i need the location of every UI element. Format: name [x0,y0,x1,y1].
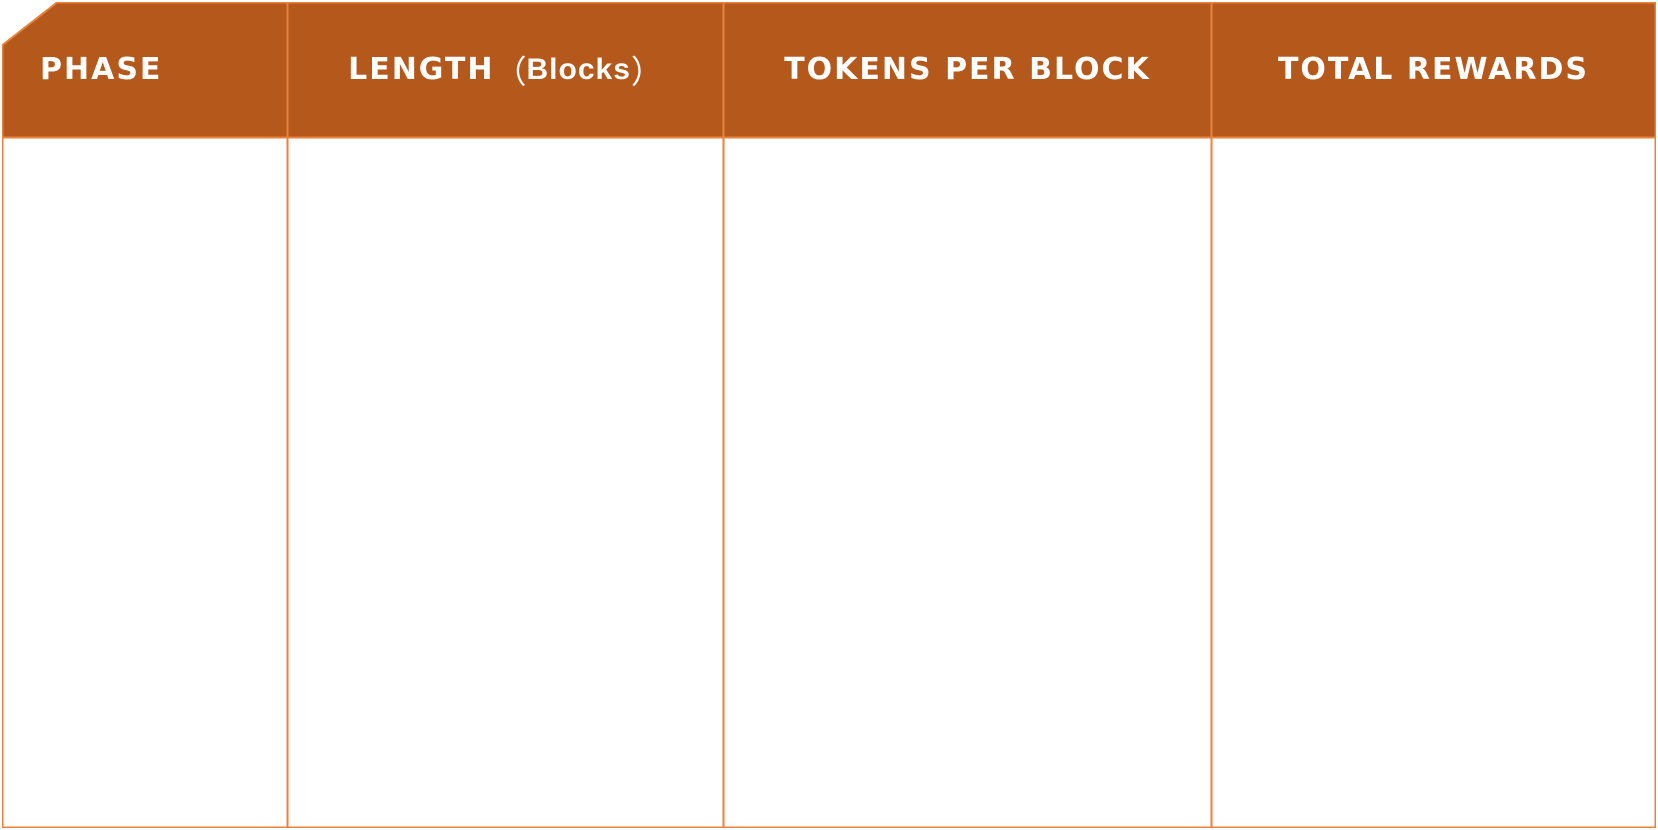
tokens-per-block-column-body [725,139,1210,826]
header-length-unit: Blocks [526,52,631,86]
header-length-close-paren: ） [630,53,663,90]
phase-column-body [4,139,286,826]
header-background [2,2,1656,138]
header-phase-label: PHASE [40,52,163,87]
header-total-rewards: TOTAL REWARDS [1212,2,1655,137]
header-length: LENGTH （ Blocks ） [288,2,723,137]
body-background [2,137,1656,828]
total-rewards-column-body [1213,139,1654,826]
header-length-open-paren: （ [494,53,527,90]
header-total-rewards-label: TOTAL REWARDS [1277,52,1590,87]
length-column-body [289,139,722,826]
header-tokens-per-block: TOKENS PER BLOCK [724,2,1211,137]
header-length-label: LENGTH [348,52,495,87]
header-tokens-per-block-label: TOKENS PER BLOCK [784,52,1151,87]
header-phase: PHASE [2,2,287,137]
